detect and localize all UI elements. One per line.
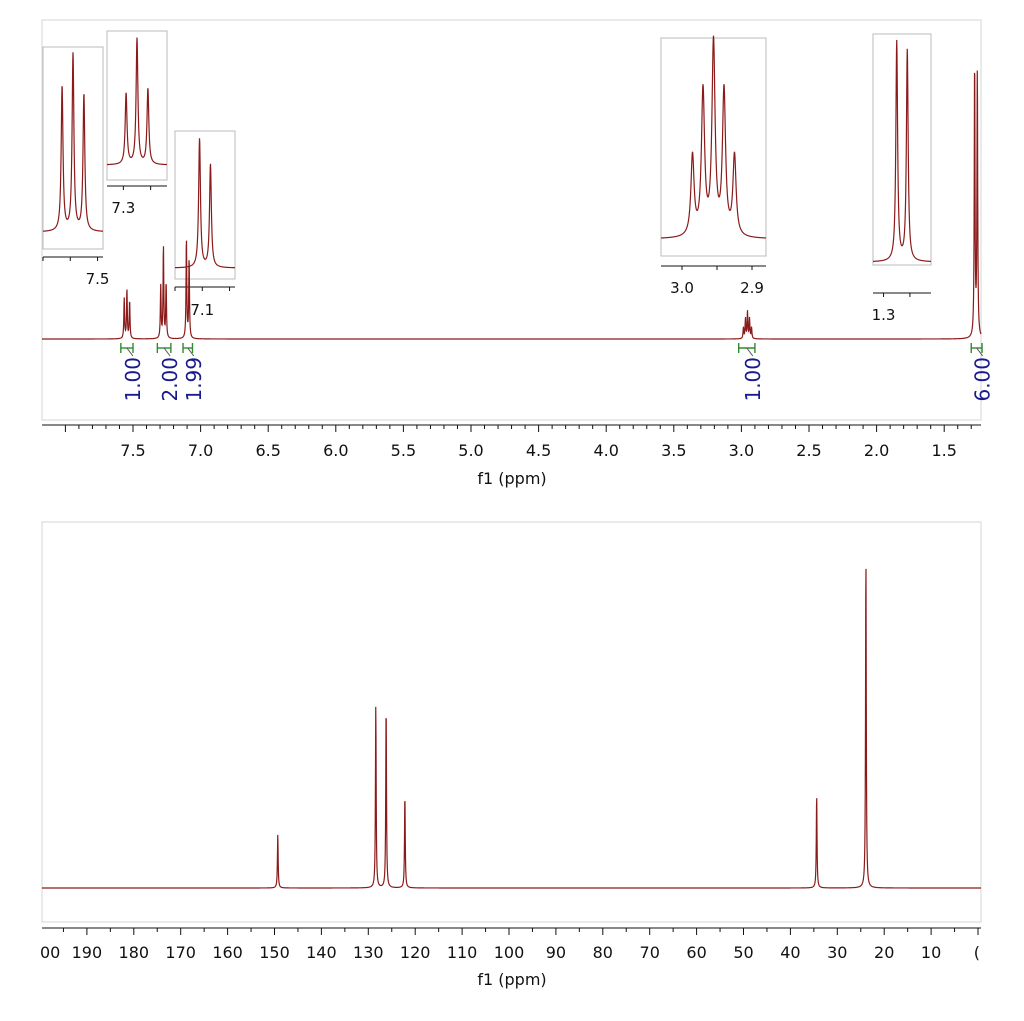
c13-x-tick-label: 120 [400,943,431,962]
c13-x-tick-label: 40 [780,943,800,962]
h1-x-tick-label: 3.0 [729,441,754,460]
c13-x-tick-label: 90 [546,943,566,962]
inset-trace [106,37,168,166]
h1-x-axis-title: f1 (ppm) [477,469,546,488]
integral-value: 1.00 [121,357,145,402]
h1-integral: 1.00 [120,343,145,402]
integral-leader [163,347,171,357]
inset-trace [660,35,767,239]
h1-x-ticks: 7.5 7.0 6.5 6.0 5.5 5.0 4.5 4.0 3.5 3.0 2.5 2.0 1.5 [64,425,972,460]
c13-x-tick-label: 190 [72,943,103,962]
h1-x-tick-label: 4.5 [526,441,551,460]
h1-integral: 6.00 [970,343,995,402]
inset-tick-label: 7.3 [111,199,135,217]
h1-zoom-inset: 1.3 [872,33,932,324]
inset-frame [872,33,932,266]
c13-spectrum-trace [42,568,981,889]
c13-x-tick-label: 80 [593,943,613,962]
h1-zoom-inset: 7.3 [106,30,168,217]
h1-x-tick-label: 2.5 [796,441,821,460]
h1-x-tick-label: 7.0 [188,441,213,460]
h1-spectrum-panel: 7.57.37.13.0 2.91.3 1.00 2.00 1.99 1.00 6.00 … [41,19,995,488]
c13-x-tick-label: 140 [306,943,337,962]
c13-spectrum-panel: 00 190 180 170 160 150 140 130 120 110 100 90 80 70 60… [40,521,982,989]
integral-value: 2.00 [158,357,182,402]
inset-tick-label: 1.3 [872,306,896,324]
h1-integral: 1.00 [737,343,765,402]
h1-zoom-inset: 7.5 [42,46,110,288]
h1-integral: 2.00 [156,343,182,402]
h1-zoom-inset: 7.1 [174,130,236,319]
c13-x-tick-label: 150 [259,943,290,962]
inset-tick-label: 3.0 [670,279,694,297]
h1-x-tick-label: 4.0 [593,441,618,460]
h1-x-tick-label: 2.0 [864,441,889,460]
c13-x-tick-label: 160 [212,943,243,962]
h1-x-tick-label: 6.5 [255,441,280,460]
inset-trace [42,52,104,232]
c13-x-tick-label: 20 [874,943,894,962]
c13-x-tick-label: 00 [40,943,60,962]
integral-value: 1.99 [182,357,206,402]
c13-x-tick-label: 30 [827,943,847,962]
integral-leader [187,347,195,357]
integral-value: 6.00 [971,357,995,402]
h1-x-tick-label: 3.5 [661,441,686,460]
h1-plot-frame [41,19,982,421]
c13-x-tick-label: 180 [119,943,150,962]
c13-plot-frame [41,521,982,923]
c13-x-tick-label: 100 [494,943,525,962]
h1-integrals: 1.00 2.00 1.99 1.00 6.00 [120,343,995,402]
h1-x-tick-label: 5.0 [458,441,483,460]
integral-leader [976,347,984,357]
h1-x-tick-label: 1.5 [931,441,956,460]
inset-tick-label: 7.1 [190,301,214,319]
c13-x-tick-label: 110 [447,943,478,962]
inset-trace [872,40,932,262]
c13-x-tick-label: ( [974,943,980,962]
integral-value: 1.00 [741,357,765,402]
integral-leader [126,347,134,357]
h1-x-tick-label: 6.0 [323,441,348,460]
inset-tick-label: 7.5 [86,270,110,288]
inset-tick-label: 2.9 [740,279,764,297]
integral-leader [746,347,754,357]
inset-trace [174,138,235,269]
h1-x-tick-label: 7.5 [120,441,145,460]
c13-x-tick-label: 60 [686,943,706,962]
h1-zoom-inset: 3.0 2.9 [660,35,767,297]
c13-x-tick-label: 170 [165,943,196,962]
h1-spectrum-trace [42,70,982,340]
c13-x-tick-label: 70 [640,943,660,962]
c13-x-tick-label: 10 [921,943,941,962]
h1-integral: 1.99 [182,343,206,402]
c13-x-tick-label: 50 [733,943,753,962]
c13-x-ticks: 00 190 180 170 160 150 140 130 120 110 100 90 80 70 60… [40,928,980,962]
c13-x-axis-title: f1 (ppm) [477,970,546,989]
h1-insets: 7.5 7.3 7.1 3.0 2.9 1.3 [42,30,932,324]
inset-frame [660,37,767,257]
h1-x-tick-label: 5.5 [391,441,416,460]
inset-frame [174,130,236,280]
c13-x-tick-label: 130 [353,943,384,962]
